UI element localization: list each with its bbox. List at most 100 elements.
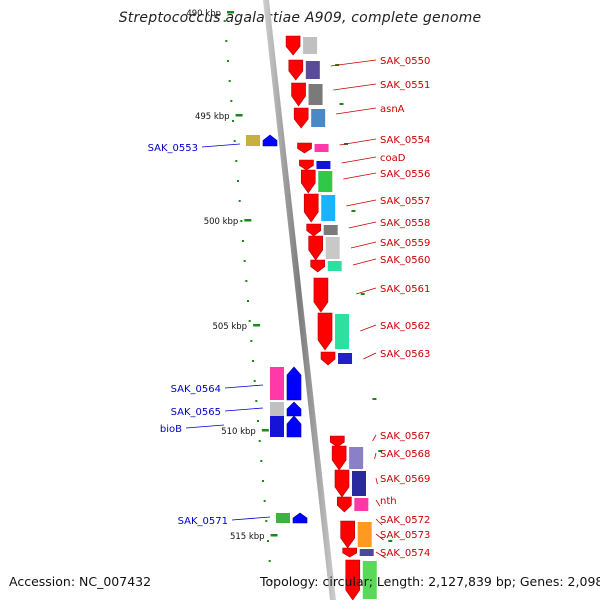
gene-label-forward: SAK_0562 bbox=[380, 321, 430, 332]
protein-domain-box bbox=[335, 314, 350, 349]
leader-line bbox=[224, 407, 264, 412]
scale-dot bbox=[243, 260, 246, 262]
gene-label-forward: SAK_0557 bbox=[380, 196, 430, 207]
gene-label-forward: SAK_0568 bbox=[380, 449, 430, 460]
leader-line bbox=[356, 287, 377, 295]
reverse-gene-arrow bbox=[286, 415, 302, 438]
scale-major-tick bbox=[235, 114, 243, 117]
gene-label-forward: SAK_0572 bbox=[380, 515, 430, 526]
protein-domain-box bbox=[321, 195, 336, 221]
reverse-gene-arrow bbox=[262, 134, 278, 147]
leader-line-layer bbox=[185, 59, 386, 559]
scale-dot bbox=[262, 480, 264, 482]
gene-label-layer: SAK_0550 SAK_0551 asnA SAK_0554 coaD SAK_0556… bbox=[148, 56, 431, 559]
forward-gene-arrow bbox=[291, 82, 306, 107]
scale-label: 505 kbp bbox=[212, 322, 247, 332]
protein-domain-box bbox=[357, 522, 372, 547]
forward-gene-arrow bbox=[297, 142, 312, 154]
scale-dot bbox=[360, 293, 365, 295]
forward-gene-arrow bbox=[293, 107, 309, 129]
backbone-layer bbox=[263, 0, 336, 600]
gene-label-forward: SAK_0558 bbox=[380, 218, 430, 229]
scale-label: 500 kbp bbox=[204, 217, 239, 227]
gene-label-forward: SAK_0551 bbox=[380, 80, 430, 91]
protein-domain-box bbox=[316, 161, 331, 169]
gene-label-forward: SAK_0561 bbox=[380, 284, 430, 295]
scale-dot bbox=[351, 210, 356, 212]
forward-gene-arrow bbox=[288, 59, 304, 81]
scale-layer: 490 kbp 495 kbp 500 kbp 505 kbp 510 kbp 515 k… bbox=[186, 9, 393, 582]
leader-line bbox=[201, 143, 241, 148]
scale-label: 510 kbp bbox=[221, 427, 256, 437]
scale-dot bbox=[248, 320, 251, 322]
scale-dot bbox=[223, 20, 226, 22]
scale-dot bbox=[238, 200, 241, 202]
reverse-gene-arrow bbox=[286, 401, 302, 417]
forward-gene-arrow bbox=[342, 547, 357, 558]
gene-label-forward: SAK_0554 bbox=[380, 135, 430, 146]
protein-domain-box bbox=[351, 471, 366, 496]
gene-label-forward: SAK_0569 bbox=[380, 474, 430, 485]
protein-domain-box bbox=[270, 402, 284, 416]
leader-line bbox=[330, 59, 377, 67]
protein-domain-box bbox=[354, 498, 369, 511]
protein-domain-box bbox=[323, 225, 338, 235]
leader-line bbox=[348, 221, 377, 229]
scale-dot bbox=[232, 120, 234, 122]
forward-gene-arrow bbox=[300, 169, 316, 194]
scale-major-tick bbox=[261, 429, 269, 432]
protein-domain-box bbox=[325, 237, 340, 259]
scale-label: 515 kbp bbox=[230, 532, 265, 542]
protein-domain-box bbox=[349, 447, 364, 469]
forward-gene-arrow bbox=[285, 35, 301, 56]
scale-dot bbox=[378, 450, 383, 452]
leader-line bbox=[346, 199, 377, 207]
gene-label-forward: SAK_0573 bbox=[380, 530, 430, 541]
scale-dot bbox=[372, 398, 377, 400]
gene-label-reverse: SAK_0571 bbox=[178, 516, 228, 527]
forward-gene-arrow bbox=[299, 159, 314, 171]
protein-domain-box bbox=[246, 135, 260, 146]
gene-label-forward: SAK_0567 bbox=[380, 431, 430, 442]
leader-line bbox=[374, 452, 377, 460]
genome-summary-text: Topology: circular; Length: 2,127,839 bp… bbox=[260, 574, 600, 589]
gene-label-reverse: bioB bbox=[160, 424, 182, 435]
scale-dot bbox=[268, 560, 271, 562]
leader-line bbox=[333, 83, 377, 91]
scale-dot bbox=[225, 40, 228, 42]
scale-dot bbox=[245, 280, 248, 282]
gene-label-forward: SAK_0559 bbox=[380, 238, 430, 249]
leader-line bbox=[343, 172, 377, 180]
forward-gene-arrow bbox=[303, 193, 319, 223]
scale-dot bbox=[252, 360, 254, 362]
leader-line bbox=[224, 384, 264, 389]
protein-domain-box bbox=[359, 549, 374, 556]
scale-dot bbox=[263, 500, 266, 502]
forward-gene-arrow bbox=[313, 277, 329, 313]
gene-label-reverse: SAK_0565 bbox=[171, 407, 221, 418]
forward-gene-arrow bbox=[308, 235, 323, 261]
protein-domain-box bbox=[362, 561, 377, 599]
protein-domain-box bbox=[270, 367, 284, 400]
reverse-gene-arrow bbox=[286, 366, 302, 401]
scale-major-tick bbox=[270, 534, 278, 537]
forward-gene-arrow bbox=[345, 559, 361, 600]
protein-domain-box bbox=[338, 353, 353, 364]
protein-domain-box bbox=[305, 61, 320, 79]
leader-line bbox=[375, 533, 384, 541]
leader-line bbox=[372, 434, 377, 442]
gene-label-forward: SAK_0550 bbox=[380, 56, 430, 67]
gene-label-forward: coaD bbox=[380, 153, 406, 164]
gene-arrow-layer bbox=[262, 35, 361, 600]
forward-gene-arrow bbox=[317, 312, 333, 351]
accession-text: Accession: NC_007432 bbox=[9, 574, 152, 589]
protein-domain-box bbox=[311, 109, 326, 127]
scale-dot bbox=[235, 160, 238, 162]
protein-domain-box bbox=[327, 261, 342, 271]
leader-line bbox=[336, 107, 377, 115]
scale-major-tick bbox=[244, 219, 252, 222]
leader-line bbox=[363, 352, 377, 360]
protein-domain-box bbox=[303, 37, 318, 54]
leader-line bbox=[375, 499, 381, 507]
